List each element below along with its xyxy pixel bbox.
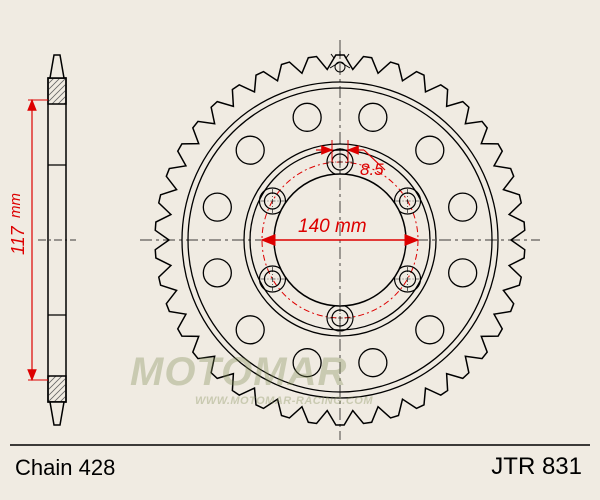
technical-drawing	[0, 0, 600, 500]
dim-8-5-label: 8.5	[360, 160, 384, 180]
dim-140-label: 140 mm	[298, 216, 367, 238]
part-number: JTR 831	[491, 453, 582, 481]
dim-117-value: 117	[8, 226, 29, 255]
dim-117-unit: mm	[7, 193, 24, 218]
chain-label: Chain 428	[15, 455, 115, 481]
side-profile-view	[38, 55, 76, 425]
